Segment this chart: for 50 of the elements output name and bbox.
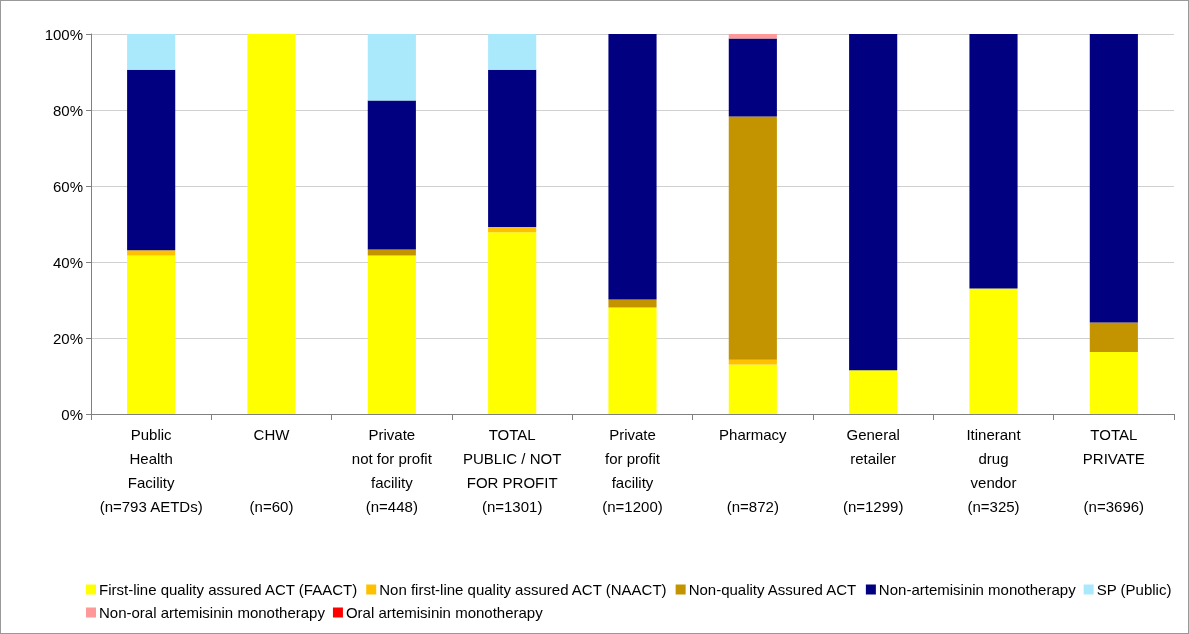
bar: [367, 255, 416, 414]
bar: [488, 34, 537, 70]
bar: [127, 255, 176, 414]
y-tick-label: 100%: [44, 25, 83, 43]
legend-label: Non-oral artemisinin monotherapy: [99, 604, 326, 621]
legend-label: First-line quality assured ACT (FAACT): [99, 581, 358, 598]
bar: [969, 288, 1018, 414]
y-tick-label: 60%: [52, 177, 83, 195]
bar: [367, 100, 416, 250]
bar: [728, 38, 777, 117]
bar: [488, 232, 537, 414]
bar: [608, 299, 657, 308]
bar: [849, 34, 898, 371]
category-label: CHW (n=60): [249, 425, 294, 515]
y-tick-label: 0%: [61, 405, 83, 423]
y-tick-label: 80%: [52, 101, 83, 119]
legend-label: SP (Public): [1096, 581, 1172, 598]
bar: [367, 249, 416, 256]
bar: [728, 34, 777, 39]
bar: [1089, 322, 1138, 353]
bar: [127, 69, 176, 251]
bar: [849, 370, 898, 414]
bar: [728, 116, 777, 360]
bar: [728, 364, 777, 414]
bar: [367, 34, 416, 101]
y-tick-label: 20%: [52, 329, 83, 347]
bar: [1089, 34, 1138, 323]
x-tick-label: Itinerant drug vendor (n=325): [966, 425, 1022, 515]
legend-label: Oral artemisinin monotherapy: [345, 604, 544, 621]
bar: [127, 34, 176, 70]
x-tick-label: Private for profit facility (n=1200): [602, 425, 663, 515]
x-tick-label: Public Health Facility (n=793 AETDs): [99, 425, 203, 515]
bar: [127, 250, 176, 256]
legend-label: Non first-line quality assured ACT (NAACT): [379, 581, 667, 598]
bar: [969, 34, 1018, 289]
legend-label: Non-quality Assured ACT: [688, 581, 857, 598]
bar: [247, 34, 296, 414]
y-tick-label: 40%: [52, 253, 83, 271]
bar: [608, 34, 657, 300]
x-tick-label: TOTAL PUBLIC / NOT FOR PROFIT (n=1301): [462, 425, 562, 515]
x-tick-label: Private not for profit facility (n=448): [351, 425, 433, 515]
bar: [488, 69, 537, 228]
category-label: General retailer (n=1299): [842, 425, 904, 515]
bar: [728, 359, 777, 365]
legend-label: Non-artemisinin monotherapy: [878, 581, 1077, 598]
bar: [488, 227, 537, 233]
bar: [608, 307, 657, 414]
bar: [1089, 352, 1138, 414]
category-label: Pharmacy (n=872): [719, 425, 787, 515]
category-label: TOTAL PRIVATE (n=3696): [1082, 425, 1145, 515]
